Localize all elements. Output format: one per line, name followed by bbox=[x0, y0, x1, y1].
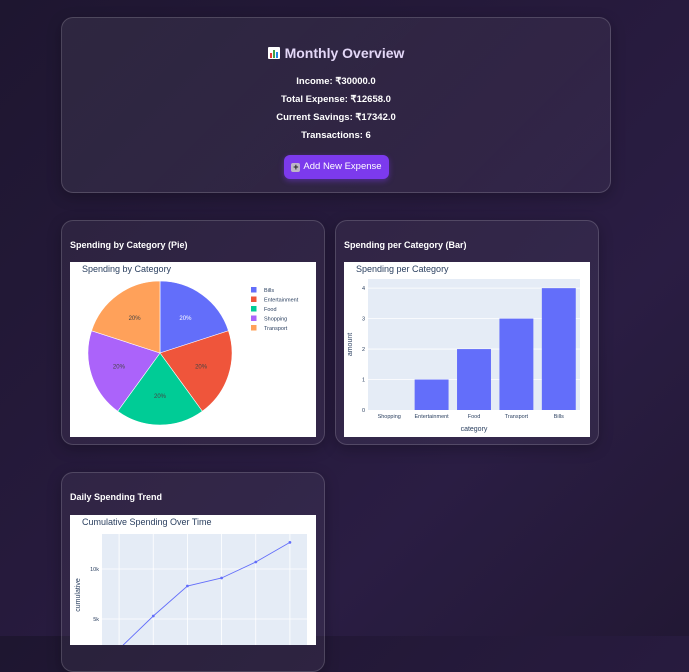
income-text: Income: ₹30000.0 bbox=[296, 76, 376, 87]
legend-label-food: Food bbox=[264, 307, 277, 313]
legend-swatch-bills bbox=[251, 287, 257, 293]
bar-x-tick: Transport bbox=[505, 414, 529, 420]
legend-label-bills: Bills bbox=[264, 288, 274, 294]
legend-label-transport: Transport bbox=[264, 326, 288, 332]
pie-chart-title: Spending by Category bbox=[82, 264, 172, 274]
bar-y-tick: 3 bbox=[362, 317, 365, 323]
bar-x-axis-title: category bbox=[461, 426, 488, 433]
bar-bills bbox=[541, 288, 576, 410]
bar-chart-title: Spending per Category bbox=[356, 264, 449, 274]
legend-swatch-food bbox=[251, 306, 257, 312]
bar-y-tick: 4 bbox=[362, 286, 365, 292]
pie-slice-label: 20% bbox=[195, 364, 208, 370]
line-chart-plot[interactable]: Cumulative Spending Over Time 5k 10k cumula… bbox=[70, 515, 316, 645]
daily-trend-panel: Daily Spending Trend Cumulative Spending… bbox=[61, 472, 325, 672]
line-y-axis-title: cumulative bbox=[75, 578, 82, 612]
pie-slice-label: 20% bbox=[179, 316, 192, 322]
bar-chart-panel: Spending per Category (Bar) Spending per… bbox=[335, 220, 599, 445]
pie-chart-panel: Spending by Category (Pie) Spending by C… bbox=[61, 220, 325, 445]
bar-chart-icon bbox=[267, 47, 280, 59]
plus-icon: + bbox=[291, 162, 301, 172]
bar-y-axis-title: amount bbox=[347, 333, 354, 356]
pie-slice-transport bbox=[91, 280, 161, 354]
line-chart-title: Cumulative Spending Over Time bbox=[82, 517, 212, 527]
bar-chart-svg: Spending per Category 0 1 2 3 4 Shopping Entert… bbox=[347, 264, 580, 433]
bar-x-tick: Shopping bbox=[378, 414, 401, 420]
line-y-tick: 5k bbox=[93, 617, 99, 623]
pie-slice-shopping bbox=[87, 330, 161, 412]
bar-y-tick: 0 bbox=[362, 408, 365, 414]
bar-y-tick: 2 bbox=[362, 347, 365, 353]
bar-chart-plot[interactable]: Spending per Category 0 1 2 3 4 Shopping Entert… bbox=[344, 262, 590, 437]
total-expense-text: Total Expense: ₹12658.0 bbox=[281, 94, 391, 105]
bar-food bbox=[457, 349, 491, 410]
current-savings-text: Current Savings: ₹17342.0 bbox=[276, 112, 396, 123]
pie-slice-bills bbox=[159, 280, 229, 354]
pie-panel-heading: Spending by Category (Pie) bbox=[70, 240, 188, 250]
add-new-expense-label: Add New Expense bbox=[303, 161, 382, 172]
pie-slice-food bbox=[117, 352, 203, 426]
legend-swatch-transport bbox=[251, 325, 257, 331]
trend-panel-heading: Daily Spending Trend bbox=[70, 492, 163, 502]
cumulative-line bbox=[122, 542, 291, 645]
legend-label-shopping: Shopping bbox=[264, 317, 287, 323]
line-point bbox=[151, 614, 155, 618]
overview-title: Monthly Overview bbox=[62, 45, 610, 61]
transactions-count-text: Transactions: 6 bbox=[301, 130, 371, 141]
bar-x-tick: Bills bbox=[554, 414, 564, 420]
pie-slice-label: 20% bbox=[113, 364, 126, 370]
pie-chart-svg: Spending by Category 20% 20% 20% 20% 20% Bills… bbox=[82, 264, 299, 426]
line-point bbox=[254, 560, 258, 564]
overview-title-text: Monthly Overview bbox=[284, 45, 405, 61]
pie-slice-label: 20% bbox=[129, 316, 142, 322]
bar-panel-heading: Spending per Category (Bar) bbox=[344, 240, 467, 250]
pie-slice-entertainment bbox=[159, 330, 233, 412]
monthly-overview-card: Monthly Overview Income: ₹30000.0 Total … bbox=[61, 17, 611, 193]
bar-x-tick: Entertainment bbox=[414, 414, 449, 420]
bar-entertainment bbox=[414, 379, 449, 410]
line-y-tick: 10k bbox=[90, 567, 99, 573]
pie-slice-label: 20% bbox=[154, 394, 167, 400]
legend-swatch-entertainment bbox=[251, 296, 257, 302]
legend-swatch-shopping bbox=[251, 315, 257, 321]
bar-transport bbox=[499, 318, 534, 410]
bar-y-tick: 1 bbox=[362, 378, 365, 384]
line-point bbox=[288, 541, 292, 544]
bar-x-tick: Food bbox=[468, 414, 481, 420]
line-chart-svg: Cumulative Spending Over Time 5k 10k cumula… bbox=[75, 517, 307, 645]
pie-chart-plot[interactable]: Spending by Category 20% 20% 20% 20% 20% Bills… bbox=[70, 262, 316, 437]
line-point bbox=[186, 584, 189, 588]
add-new-expense-button[interactable]: + Add New Expense bbox=[284, 155, 389, 179]
line-point bbox=[220, 576, 224, 580]
legend-label-entertainment: Entertainment bbox=[264, 298, 299, 304]
